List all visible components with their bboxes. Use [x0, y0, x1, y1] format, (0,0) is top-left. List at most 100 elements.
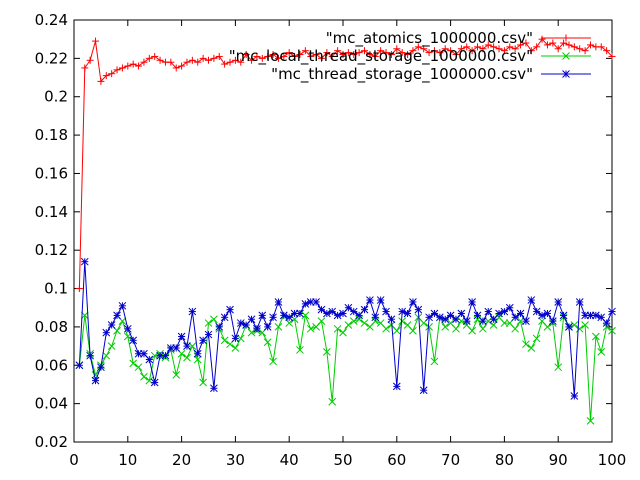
data-point: [188, 307, 197, 316]
data-point: [172, 344, 181, 352]
data-point: [398, 307, 407, 316]
data-point: [269, 51, 277, 59]
data-point: [350, 51, 358, 59]
data-point: [468, 326, 476, 335]
data-point: [306, 298, 315, 306]
data-point: [80, 257, 89, 266]
data-point: [247, 315, 256, 324]
data-point: [285, 313, 294, 322]
data-point: [279, 311, 288, 320]
data-point: [398, 317, 407, 326]
data-point: [247, 328, 256, 337]
data-point: [371, 317, 380, 326]
data-point: [258, 311, 267, 320]
data-point: [527, 47, 535, 55]
data-point: [199, 54, 207, 62]
data-point: [575, 298, 584, 306]
data-point: [533, 43, 541, 51]
data-point: [565, 323, 573, 331]
data-point: [516, 309, 525, 318]
data-point: [124, 62, 132, 70]
data-point: [549, 39, 557, 47]
data-point: [446, 311, 455, 320]
data-point: [436, 49, 444, 57]
x-tick-label: 100: [598, 451, 627, 469]
data-point: [129, 359, 138, 368]
y-tick-label: 0.02: [35, 433, 68, 451]
data-point: [409, 298, 417, 306]
legend-marker: [562, 52, 570, 60]
data-point: [382, 307, 390, 316]
data-point: [361, 47, 369, 55]
x-tick-label: 70: [441, 451, 460, 469]
data-point: [548, 317, 557, 326]
data-point: [468, 47, 476, 55]
data-point: [172, 371, 181, 379]
data-point: [242, 51, 250, 59]
y-tick-label: 0.14: [35, 203, 68, 221]
data-point: [108, 70, 116, 78]
data-point: [81, 64, 89, 72]
y-tick-label: 0.12: [35, 241, 68, 259]
data-point: [522, 39, 530, 47]
data-point: [586, 417, 595, 425]
data-point: [543, 309, 552, 318]
data-point: [484, 41, 492, 49]
data-point: [441, 323, 450, 331]
data-point: [145, 355, 154, 364]
legend-label: "mc_thread_storage_1000000.csv": [271, 65, 533, 84]
data-point: [500, 319, 509, 327]
data-point: [575, 324, 584, 333]
data-point: [231, 334, 240, 343]
data-point: [123, 324, 132, 333]
data-point: [274, 54, 282, 62]
x-tick-label: 20: [172, 451, 191, 469]
data-point: [349, 307, 358, 316]
data-point: [366, 296, 374, 304]
data-point: [107, 342, 116, 350]
series-layer: [75, 35, 616, 425]
data-point: [194, 58, 202, 66]
data-point: [75, 285, 83, 293]
data-point: [102, 351, 111, 360]
data-point: [285, 49, 293, 57]
data-point: [339, 51, 347, 59]
data-point: [376, 296, 385, 304]
data-point: [333, 324, 342, 333]
data-point: [527, 344, 536, 352]
data-point: [511, 45, 519, 53]
data-point: [317, 305, 326, 314]
data-point: [392, 326, 401, 335]
data-point: [253, 324, 261, 333]
data-point: [360, 319, 369, 327]
data-point: [484, 307, 493, 316]
data-point: [339, 328, 347, 337]
y-tick-label: 0.06: [35, 356, 68, 374]
data-point: [134, 363, 143, 372]
data-point: [306, 324, 315, 333]
data-point: [543, 41, 551, 49]
data-point: [532, 334, 541, 343]
data-point: [145, 54, 153, 62]
data-point: [178, 62, 186, 70]
data-point: [317, 317, 326, 326]
data-point: [296, 346, 304, 354]
x-tick-label: 50: [333, 451, 352, 469]
data-point: [291, 52, 299, 60]
data-point: [447, 47, 455, 55]
data-point: [560, 39, 568, 47]
data-point: [92, 37, 100, 45]
data-point: [258, 54, 266, 62]
data-point: [183, 58, 191, 66]
data-point: [462, 317, 471, 326]
data-point: [377, 47, 385, 55]
data-point: [344, 321, 353, 329]
data-point: [403, 309, 412, 318]
data-point: [393, 45, 401, 53]
data-point: [102, 72, 110, 80]
data-point: [323, 347, 331, 356]
data-point: [328, 397, 337, 406]
data-point: [210, 384, 218, 393]
data-point: [301, 300, 310, 308]
data-point: [301, 47, 309, 55]
